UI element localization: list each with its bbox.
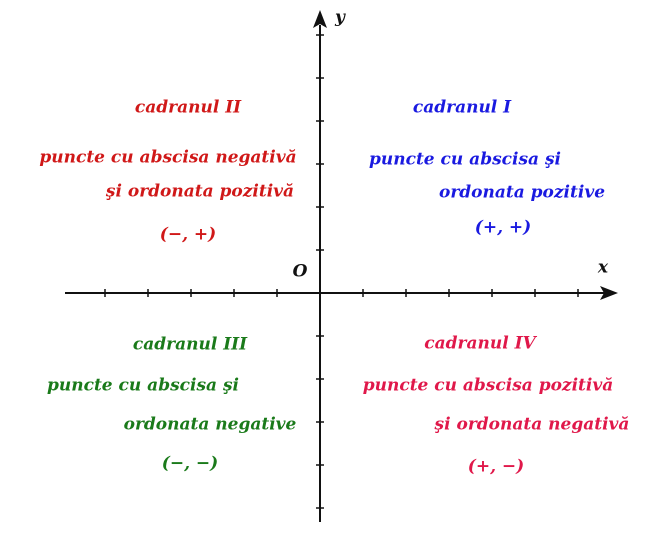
axes [65, 10, 618, 522]
quadrant-text: ordonata negative [124, 415, 297, 435]
y-label: y [334, 8, 346, 28]
quadrant-text: şi ordonata pozitivă [105, 182, 294, 202]
quadrant-title: cadranul I [413, 98, 512, 118]
quadrant-signs: (+, −) [468, 457, 524, 477]
quadrant-text: puncte cu abscisa şi [47, 376, 239, 396]
quadrant-text: puncte cu abscisa pozitivă [363, 376, 614, 396]
quadrant-text: şi ordonata negativă [434, 415, 630, 435]
quadrant-signs: (+, +) [475, 218, 531, 238]
quadrant-text: ordonata pozitive [439, 183, 605, 203]
quadrant-title: cadranul IV [424, 334, 537, 354]
x-label: x [597, 258, 609, 278]
ticks [104, 34, 579, 509]
origin-label: O [293, 262, 308, 282]
quadrant-title: cadranul II [135, 98, 242, 118]
y-arrow [313, 10, 327, 28]
x-arrow [600, 286, 618, 300]
quadrant-text: puncte cu abscisa negativă [39, 148, 296, 168]
quadrant-signs: (−, −) [162, 454, 218, 474]
quadrant-text: puncte cu abscisa şi [369, 150, 561, 170]
quadrant-signs: (−, +) [160, 225, 216, 245]
quadrant-title: cadranul III [133, 335, 248, 355]
